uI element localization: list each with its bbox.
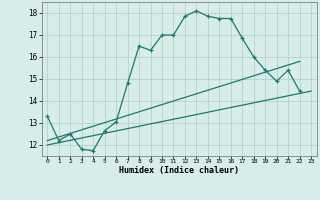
X-axis label: Humidex (Indice chaleur): Humidex (Indice chaleur) [119,166,239,175]
